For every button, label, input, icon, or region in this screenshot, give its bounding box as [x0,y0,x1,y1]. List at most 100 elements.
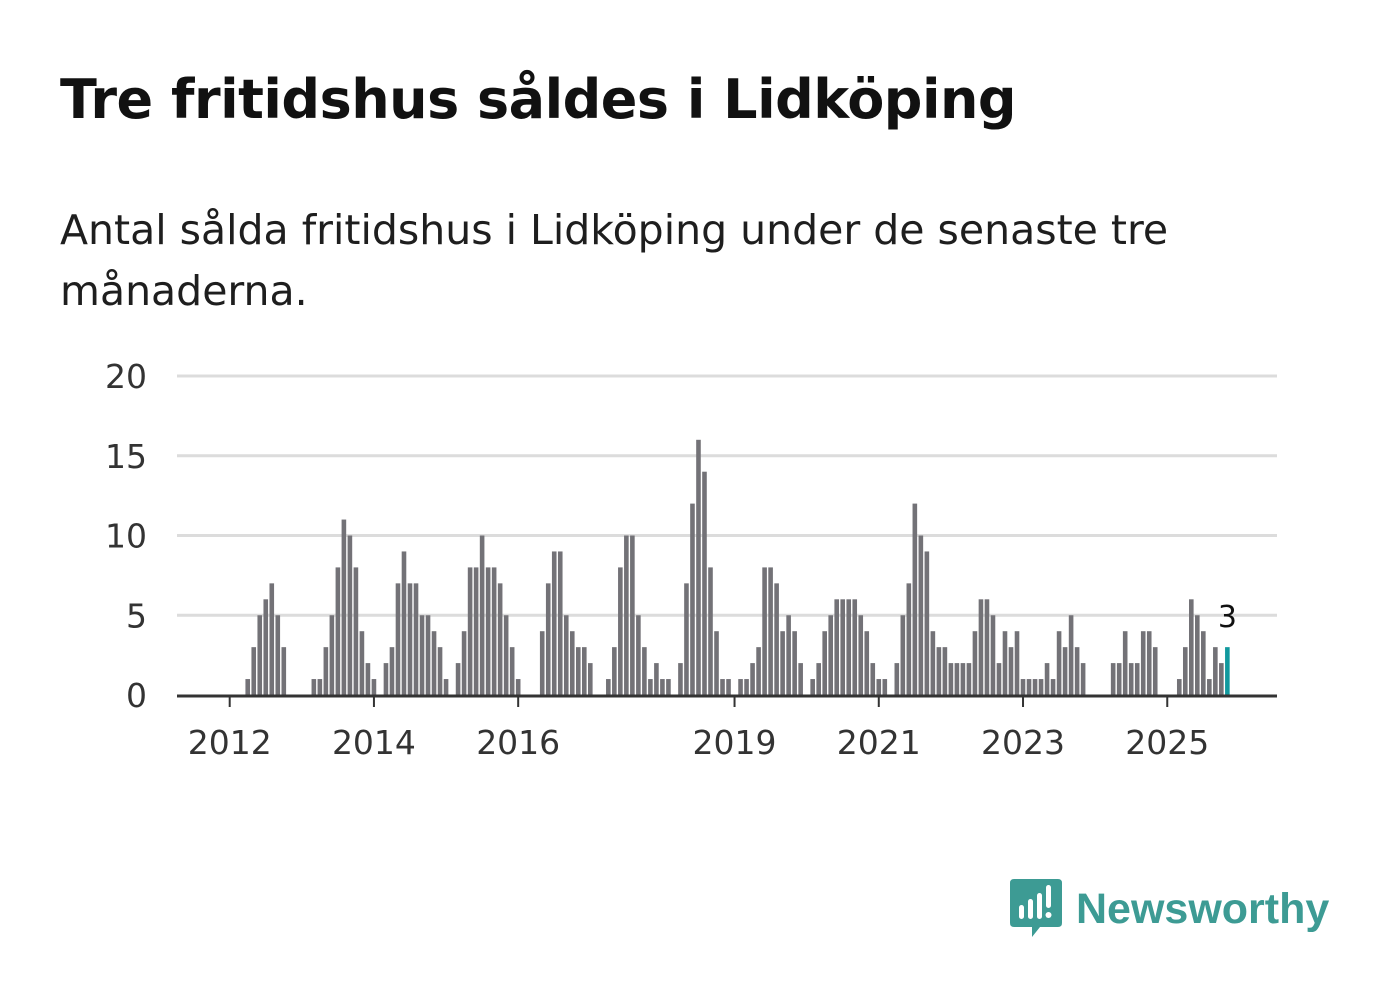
bar-latest [1225,647,1230,695]
bar [996,663,1002,695]
bar [636,615,641,695]
bar [455,663,461,695]
bar [786,615,791,695]
brand-name: Newsworthy [1076,884,1330,933]
bar [618,567,623,695]
bar [612,647,617,695]
bar [551,551,557,695]
bar [810,679,815,695]
y-tick-label: 20 [105,357,147,396]
x-tick-label: 2021 [837,723,921,762]
bar [774,583,779,695]
bar [684,583,689,695]
bar [473,567,479,695]
bar [257,615,263,695]
bar [503,615,509,695]
y-tick-label: 15 [105,437,147,476]
bar [702,471,707,695]
bar [1014,631,1020,695]
bar [1020,679,1026,695]
bar [846,599,852,695]
bar [876,679,882,695]
bar [942,647,948,695]
bar [828,615,833,695]
bar [648,679,653,695]
bar [539,631,545,695]
bar [1146,631,1152,695]
bar [948,663,954,695]
bar [840,599,846,695]
x-axis-ticks: 2012 2014 2016 2019 2021 2023 2025 [188,697,1209,762]
bar [1068,615,1074,695]
bar [461,631,467,695]
bar [678,663,683,695]
bar [1062,647,1068,695]
x-tick-label: 2025 [1125,723,1209,762]
bar [744,679,749,695]
x-tick-label: 2016 [476,723,560,762]
bar [780,631,785,695]
bar [588,663,593,695]
bar [708,567,713,695]
bar [690,503,695,695]
bar [852,599,858,695]
bar [335,567,341,695]
bar [437,647,443,695]
bar [1140,631,1146,695]
bar [894,663,900,695]
bar [936,647,942,695]
bar [864,631,870,695]
bar [1008,647,1014,695]
bar [726,679,731,695]
bar [858,615,864,695]
bar [353,567,359,695]
bar [762,567,767,695]
bar [467,567,473,695]
bar [1050,679,1056,695]
bar [251,647,257,695]
bar [371,679,377,695]
bar [966,663,972,695]
bar [834,599,840,695]
bar [509,647,515,695]
bar [1207,679,1212,695]
bar [425,615,431,695]
bar [654,663,659,695]
bar [768,567,773,695]
bar [311,679,317,695]
bar [281,647,287,695]
bar [1044,663,1050,695]
bar [563,615,569,695]
bar [245,679,251,695]
bar [545,583,551,695]
bar [1122,631,1128,695]
bar [1176,679,1182,695]
chart-subtitle: Antal sålda fritidshus i Lidköping under… [60,206,1169,315]
bar [972,631,978,695]
bar [383,663,389,695]
bar [1195,615,1200,695]
bar [660,679,665,695]
bar [1128,663,1134,695]
bar [1213,647,1218,695]
x-tick-label: 2019 [693,723,777,762]
bar [924,551,930,695]
bar [990,615,996,695]
latest-value-label: 3 [1218,600,1237,635]
bar [347,535,353,695]
bar [816,663,821,695]
bar [696,439,701,695]
bar [359,631,365,695]
bar [750,663,755,695]
bar [479,535,485,695]
bar [263,599,269,695]
bar [930,631,936,695]
bar [1056,631,1062,695]
bar [606,679,611,695]
bar [557,551,563,695]
y-tick-label: 0 [126,676,147,715]
bars [245,439,1230,695]
bar [798,663,803,695]
bar [1002,631,1008,695]
